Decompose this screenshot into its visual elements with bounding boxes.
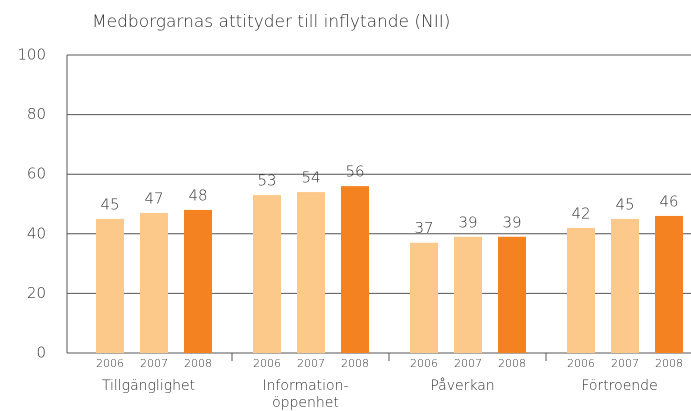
series-label: 2007 [297, 357, 325, 370]
y-tick-label: 100 [17, 46, 46, 64]
series-label: 2008 [184, 357, 212, 370]
x-tick-label: Tillgänglighet [102, 378, 195, 394]
data-label: 53 [257, 172, 276, 190]
bar [655, 215, 683, 353]
data-label: 46 [659, 192, 678, 210]
series-label: 2006 [253, 357, 281, 370]
bar [410, 242, 438, 353]
chart-title: Medborgarnas attityder till inflytande (… [92, 12, 450, 32]
data-label: 39 [502, 213, 521, 231]
bar [140, 212, 168, 353]
data-label: 45 [615, 195, 634, 213]
series-label: 2008 [655, 357, 683, 370]
series-label: 2007 [140, 357, 168, 370]
y-tick-label: 20 [27, 284, 46, 302]
data-label: 47 [144, 189, 163, 207]
data-label: 37 [414, 219, 433, 237]
bar [567, 227, 595, 353]
bar [297, 192, 325, 353]
x-tick-label: Förtroende [581, 378, 657, 394]
series-label: 2007 [611, 357, 639, 370]
x-tick-label: Påverkan [430, 377, 494, 394]
y-tick-label: 80 [27, 105, 46, 123]
bar [184, 209, 212, 353]
bar [454, 236, 482, 353]
bar [341, 186, 369, 353]
y-tick-label: 40 [27, 224, 46, 242]
data-label: 48 [188, 186, 207, 204]
data-label: 42 [571, 204, 590, 222]
y-tick-label: 0 [36, 344, 46, 362]
bar [498, 236, 526, 353]
data-label: 45 [100, 195, 119, 213]
bar [96, 218, 124, 353]
data-label: 54 [301, 169, 320, 187]
data-label: 56 [345, 163, 364, 181]
series-label: 2006 [567, 357, 595, 370]
bar [253, 195, 281, 353]
y-tick-label: 60 [27, 165, 46, 183]
bar [611, 218, 639, 353]
x-tick-label: Information-öppenhet [262, 378, 348, 411]
series-label: 2006 [410, 357, 438, 370]
series-label: 2007 [454, 357, 482, 370]
series-label: 2008 [498, 357, 526, 370]
data-label: 39 [458, 213, 477, 231]
series-label: 2006 [96, 357, 124, 370]
series-label: 2008 [341, 357, 369, 370]
